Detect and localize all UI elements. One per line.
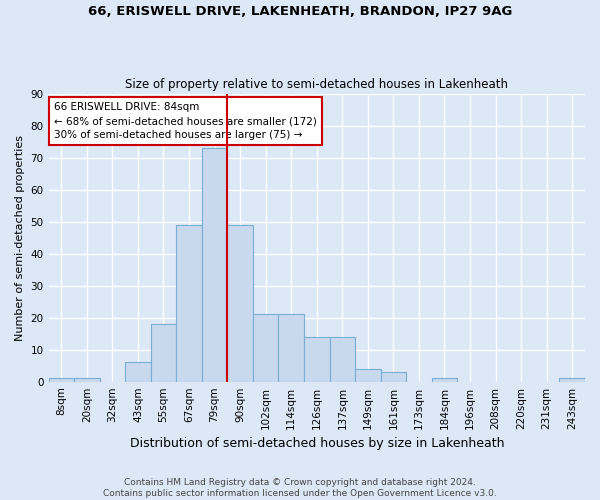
Bar (176, 225, 202, 382)
Bar (202, 148, 227, 382)
Title: Size of property relative to semi-detached houses in Lakenheath: Size of property relative to semi-detach… (125, 78, 508, 91)
Bar (227, 225, 253, 382)
Bar (304, 337, 329, 382)
Y-axis label: Number of semi-detached properties: Number of semi-detached properties (15, 134, 25, 340)
Bar (432, 378, 457, 382)
Bar (559, 378, 585, 382)
Bar (125, 362, 151, 382)
Bar (151, 324, 176, 382)
Bar (49, 378, 74, 382)
Bar (329, 337, 355, 382)
Text: 66, ERISWELL DRIVE, LAKENHEATH, BRANDON, IP27 9AG: 66, ERISWELL DRIVE, LAKENHEATH, BRANDON,… (88, 5, 512, 18)
Bar (380, 372, 406, 382)
Bar (278, 314, 304, 382)
Text: 66 ERISWELL DRIVE: 84sqm
← 68% of semi-detached houses are smaller (172)
30% of : 66 ERISWELL DRIVE: 84sqm ← 68% of semi-d… (54, 102, 317, 140)
Bar (355, 369, 380, 382)
Bar (253, 314, 278, 382)
X-axis label: Distribution of semi-detached houses by size in Lakenheath: Distribution of semi-detached houses by … (130, 437, 504, 450)
Bar (74, 378, 100, 382)
Text: Contains HM Land Registry data © Crown copyright and database right 2024.
Contai: Contains HM Land Registry data © Crown c… (103, 478, 497, 498)
